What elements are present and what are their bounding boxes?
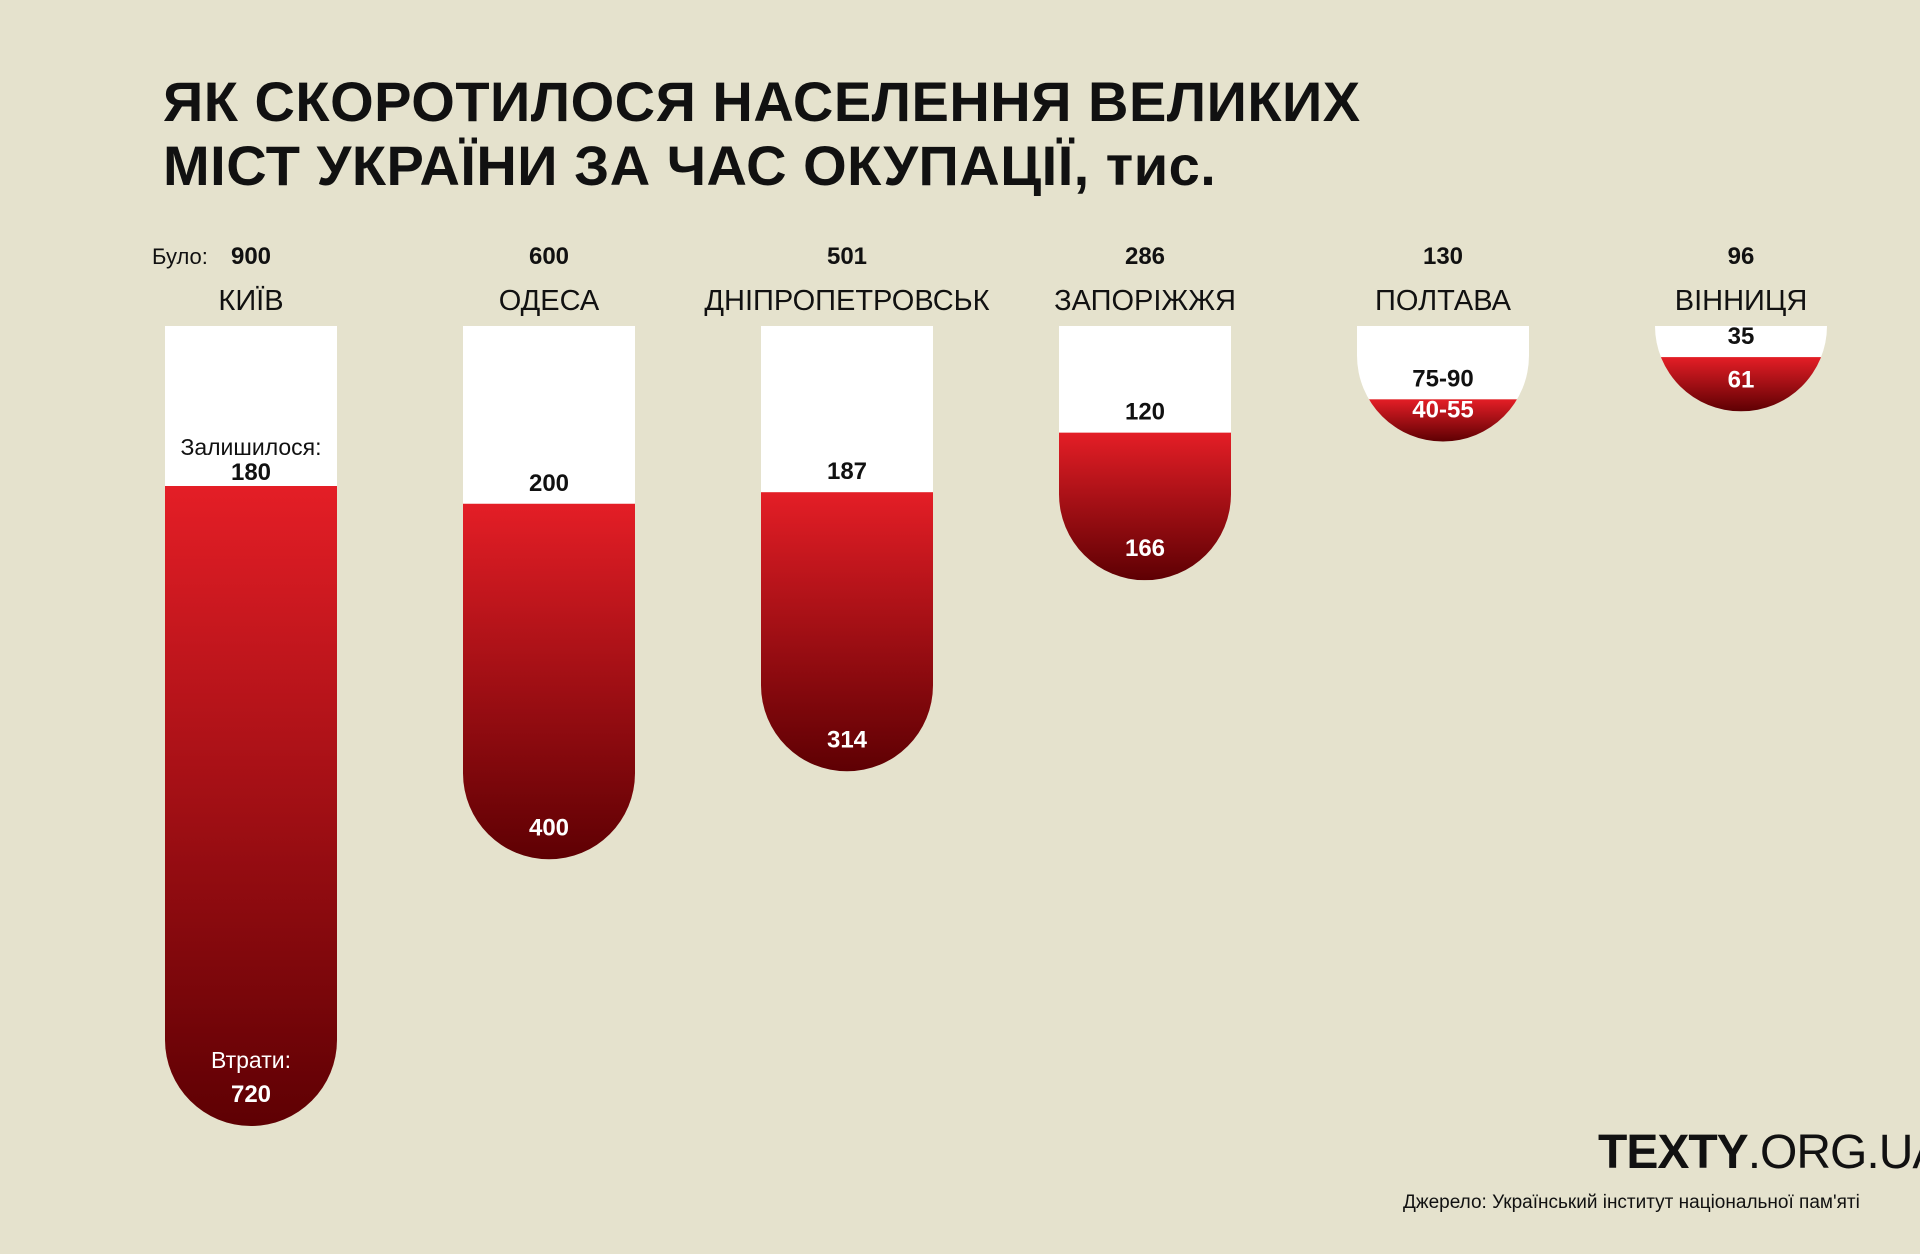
logo-rest-part: .ORG.UA [1747, 1126, 1920, 1179]
chart-title: ЯК СКОРОТИЛОСЯ НАСЕЛЕННЯ ВЕЛИКИХ МІСТ УК… [163, 70, 1663, 198]
losses-value: 166 [1125, 535, 1165, 562]
texty-logo: TEXTY.ORG.UA [1598, 1125, 1920, 1180]
before-value: 96 [1728, 243, 1755, 270]
city-label: ВІННИЦЯ [1675, 285, 1808, 317]
losses-value: 400 [529, 814, 569, 841]
losses-value: 314 [827, 726, 868, 753]
remaining-value: 120 [1125, 399, 1165, 426]
bar-remaining [165, 326, 337, 486]
bar-losses [1059, 432, 1231, 581]
chart-title-line-1: ЯК СКОРОТИЛОСЯ НАСЕЛЕННЯ ВЕЛИКИХ [163, 70, 1361, 133]
bar-remaining [761, 326, 933, 493]
city-label: ПОЛТАВА [1375, 285, 1512, 317]
city-label: ЗАПОРІЖЖЯ [1054, 285, 1236, 317]
before-value: 900 [231, 243, 271, 270]
bar-losses [165, 486, 337, 1126]
remaining-caption: Залишилося: [180, 434, 321, 460]
bar-group [165, 326, 337, 1126]
bar-losses [463, 503, 635, 860]
remaining-value: 200 [529, 470, 569, 497]
bar-remaining [1357, 326, 1529, 400]
before-value: 600 [529, 243, 569, 270]
bar-remaining [463, 326, 635, 504]
losses-value: 720 [231, 1081, 271, 1108]
bar-group [1059, 326, 1231, 581]
remaining-value: 75-90 [1412, 365, 1473, 392]
bar-remaining [1059, 326, 1231, 433]
bar-losses [761, 492, 933, 772]
chart-title-line-2: МІСТ УКРАЇНИ ЗА ЧАС ОКУПАЦІЇ, тис. [163, 134, 1217, 197]
logo-bold-part: TEXTY [1598, 1126, 1749, 1179]
losses-value: 61 [1728, 366, 1755, 393]
city-label: ОДЕСА [499, 285, 600, 317]
before-value: 286 [1125, 243, 1165, 270]
bar-group [761, 326, 933, 772]
remaining-value: 35 [1728, 323, 1755, 350]
remaining-value: 187 [827, 458, 867, 485]
source-note: Джерело: Український інститут національн… [1403, 1192, 1860, 1213]
city-label: КИЇВ [218, 285, 283, 317]
remaining-value: 180 [231, 459, 271, 486]
losses-caption: Втрати: [211, 1047, 291, 1073]
before-value: 130 [1423, 243, 1463, 270]
bar-group [463, 326, 635, 860]
bar-remaining [1655, 326, 1827, 358]
losses-value: 40-55 [1412, 397, 1473, 424]
before-value: 501 [827, 243, 867, 270]
city-label: ДНІПРОПЕТРОВСЬК [704, 285, 989, 317]
before-caption: Було: [152, 244, 208, 269]
